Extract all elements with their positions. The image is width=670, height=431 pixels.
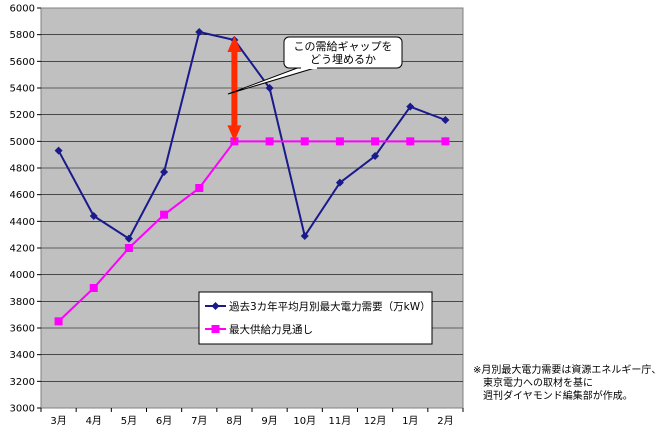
x-tick-label: 5月 bbox=[121, 415, 137, 427]
callout-line-2: どう埋めるか bbox=[310, 53, 376, 66]
legend-marker-supply bbox=[211, 325, 220, 333]
data-point bbox=[124, 234, 133, 243]
x-tick-label: 8月 bbox=[226, 415, 242, 427]
data-point bbox=[54, 317, 63, 326]
data-point bbox=[160, 168, 169, 176]
annotation-group: この需給ギャップを どう埋めるか bbox=[227, 36, 403, 142]
x-tick-label: 3月 bbox=[50, 415, 66, 427]
x-tick-label: 11月 bbox=[329, 415, 352, 427]
data-point bbox=[406, 137, 415, 146]
x-tick-label: 12月 bbox=[364, 415, 387, 427]
data-point bbox=[265, 84, 274, 92]
y-tick-label: 4400 bbox=[10, 217, 35, 228]
data-point bbox=[300, 137, 309, 146]
y-tick-label: 5200 bbox=[10, 110, 35, 121]
y-tick-label: 3800 bbox=[10, 297, 35, 308]
data-point bbox=[335, 178, 344, 187]
series-line-0 bbox=[57, 30, 446, 241]
y-tick-label: 4600 bbox=[10, 190, 35, 201]
data-point bbox=[265, 137, 274, 146]
gap-arrow-head-bottom bbox=[227, 125, 242, 142]
y-tick-label: 3000 bbox=[10, 404, 35, 415]
data-point bbox=[335, 137, 344, 146]
data-point bbox=[371, 152, 380, 160]
data-point bbox=[300, 232, 309, 240]
data-point bbox=[124, 244, 133, 252]
y-tick-label: 4200 bbox=[10, 244, 35, 255]
legend-label-demand: 過去3カ年平均月別最大電力需要（万kW） bbox=[229, 300, 431, 313]
y-axis-ticks: 3000 3200 3400 3600 3800 4000 4200 4400 4600 4800… bbox=[10, 4, 41, 415]
y-tick-label: 3200 bbox=[10, 377, 35, 388]
y-tick-label: 5400 bbox=[10, 84, 35, 95]
gap-arrow-head-top bbox=[227, 36, 242, 52]
y-tick-label: 4800 bbox=[10, 164, 35, 175]
y-tick-label: 5800 bbox=[10, 30, 35, 41]
data-point bbox=[406, 102, 415, 111]
y-tick-label: 3600 bbox=[10, 324, 35, 335]
callout-box bbox=[283, 36, 403, 69]
callout-line-1: この需給ギャップを bbox=[294, 39, 393, 53]
data-point bbox=[195, 184, 204, 192]
x-tick-label: 9月 bbox=[261, 415, 277, 427]
x-tick-label: 4月 bbox=[86, 415, 102, 427]
data-point bbox=[89, 212, 98, 220]
series-group bbox=[54, 28, 450, 326]
data-point bbox=[371, 137, 380, 146]
footnote: ※月別最大電力需要は資源エネルギー庁、 東京電力への取材を基に 週刊ダイヤモンド… bbox=[473, 364, 661, 403]
x-tick-label: 7月 bbox=[191, 415, 207, 427]
legend-box bbox=[198, 291, 433, 345]
data-point bbox=[160, 210, 169, 219]
data-point bbox=[441, 116, 450, 124]
data-point bbox=[441, 137, 450, 146]
legend-marker-demand bbox=[211, 302, 220, 310]
x-tick-label: 6月 bbox=[156, 415, 172, 427]
y-tick-label: 5000 bbox=[10, 137, 35, 148]
footnote-line-1: ※月別最大電力需要は資源エネルギー庁、 bbox=[473, 365, 662, 376]
legend-label-supply: 最大供給力見通し bbox=[229, 323, 313, 336]
x-axis-ticks: 3月 4月 5月 6月 7月 8月 9月 10月 11月 12月 1月 2月 bbox=[40, 408, 464, 427]
y-tick-label: 3400 bbox=[10, 350, 35, 361]
series-line-1 bbox=[57, 140, 446, 323]
y-tick-label: 5600 bbox=[10, 57, 35, 68]
footnote-line-3: 週刊ダイヤモンド編集部が作成。 bbox=[473, 391, 633, 402]
footnote-line-2: 東京電力への取材を基に bbox=[473, 378, 593, 389]
x-tick-label: 1月 bbox=[402, 415, 418, 427]
data-point bbox=[54, 146, 63, 155]
x-tick-label: 2月 bbox=[437, 415, 453, 427]
plot-area bbox=[40, 7, 464, 409]
y-tick-label: 6000 bbox=[10, 4, 35, 15]
x-tick-label: 10月 bbox=[293, 415, 316, 427]
data-point bbox=[195, 28, 204, 36]
y-tick-label: 4000 bbox=[10, 270, 35, 281]
legend: 過去3カ年平均月別最大電力需要（万kW） 最大供給力見通し bbox=[198, 291, 433, 345]
data-point bbox=[89, 284, 98, 292]
